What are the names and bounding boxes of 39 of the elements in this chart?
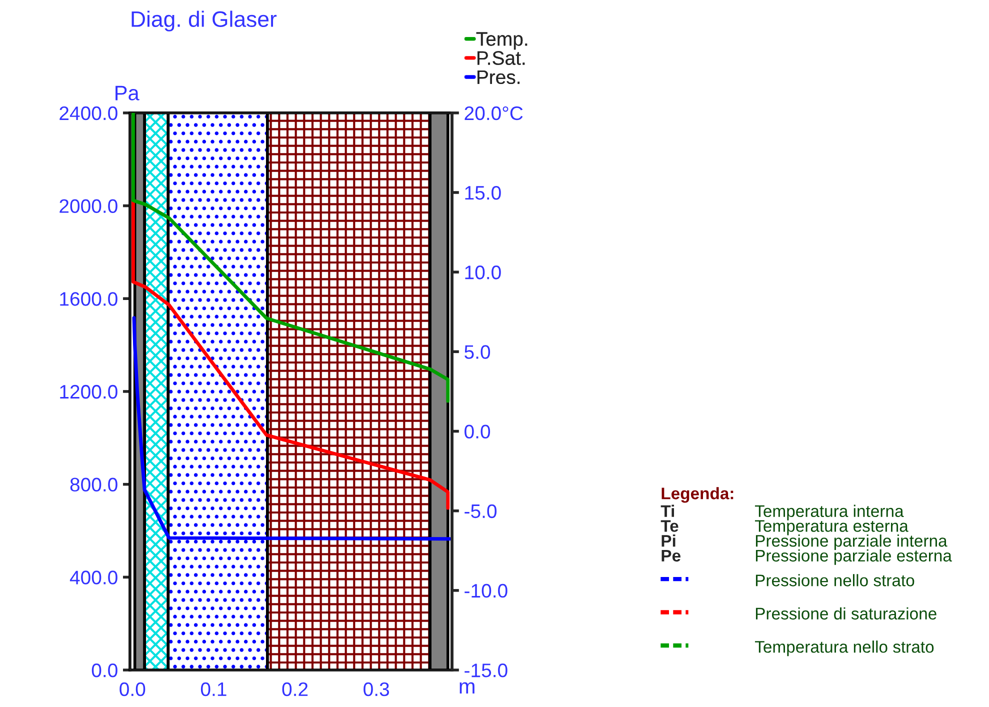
chart-title: Diag. di Glaser xyxy=(132,10,277,32)
text: Pressione parziale interna xyxy=(756,534,948,550)
text: Ti xyxy=(660,504,674,517)
y2-tick-label: 15.0 xyxy=(465,186,501,200)
y-tick-label: 0.0 xyxy=(92,663,118,678)
y-axis-title: Pa xyxy=(116,86,140,100)
x-tick-label: 0.0 xyxy=(120,682,146,696)
y-tick-label: 2400.0 xyxy=(60,106,118,120)
line-series xyxy=(132,316,452,541)
text: Pe xyxy=(662,550,680,562)
x-tick-label: 0.1 xyxy=(200,682,226,696)
y2-tick-label: -5.0 xyxy=(464,504,497,518)
text: Temperatura esterna xyxy=(754,520,908,536)
text: Temperatura interna xyxy=(754,504,904,520)
y2-tick-label: -15.0 xyxy=(464,663,508,678)
text: Pressione di saturazione xyxy=(756,607,936,620)
y2-tick-label: -10.0 xyxy=(464,584,508,598)
y2-tick-label: 10.0 xyxy=(465,266,501,280)
legend-label: P.Sat. xyxy=(478,51,525,65)
y2-tick-label: 5.0 xyxy=(464,345,490,359)
y-tick-label: 1200.0 xyxy=(60,384,118,399)
y-tick-label: 2000.0 xyxy=(60,199,118,213)
y2-tick-label: 0.0 xyxy=(464,424,490,438)
legend-label: Pres. xyxy=(478,70,520,84)
x-tick-label: 0.2 xyxy=(282,682,308,696)
text: Te xyxy=(660,520,678,532)
text: Temperatura nello strato xyxy=(754,640,934,656)
y-tick-label: 800.0 xyxy=(70,478,118,492)
x-tick-label: 0.3 xyxy=(364,682,390,696)
text: Pressione parziale esterna xyxy=(756,549,952,565)
x-axis-title: m xyxy=(460,682,474,694)
y-tick-label: 400.0 xyxy=(70,570,118,584)
text: Legenda: xyxy=(662,487,734,503)
legend-label: Temp. xyxy=(476,32,528,50)
y2-tick-label: 20.0°C xyxy=(464,106,523,120)
text: Pressione nello strato xyxy=(756,574,914,586)
y-tick-label: 1600.0 xyxy=(60,292,118,306)
line-series xyxy=(131,112,450,403)
text: Pi xyxy=(662,534,676,547)
